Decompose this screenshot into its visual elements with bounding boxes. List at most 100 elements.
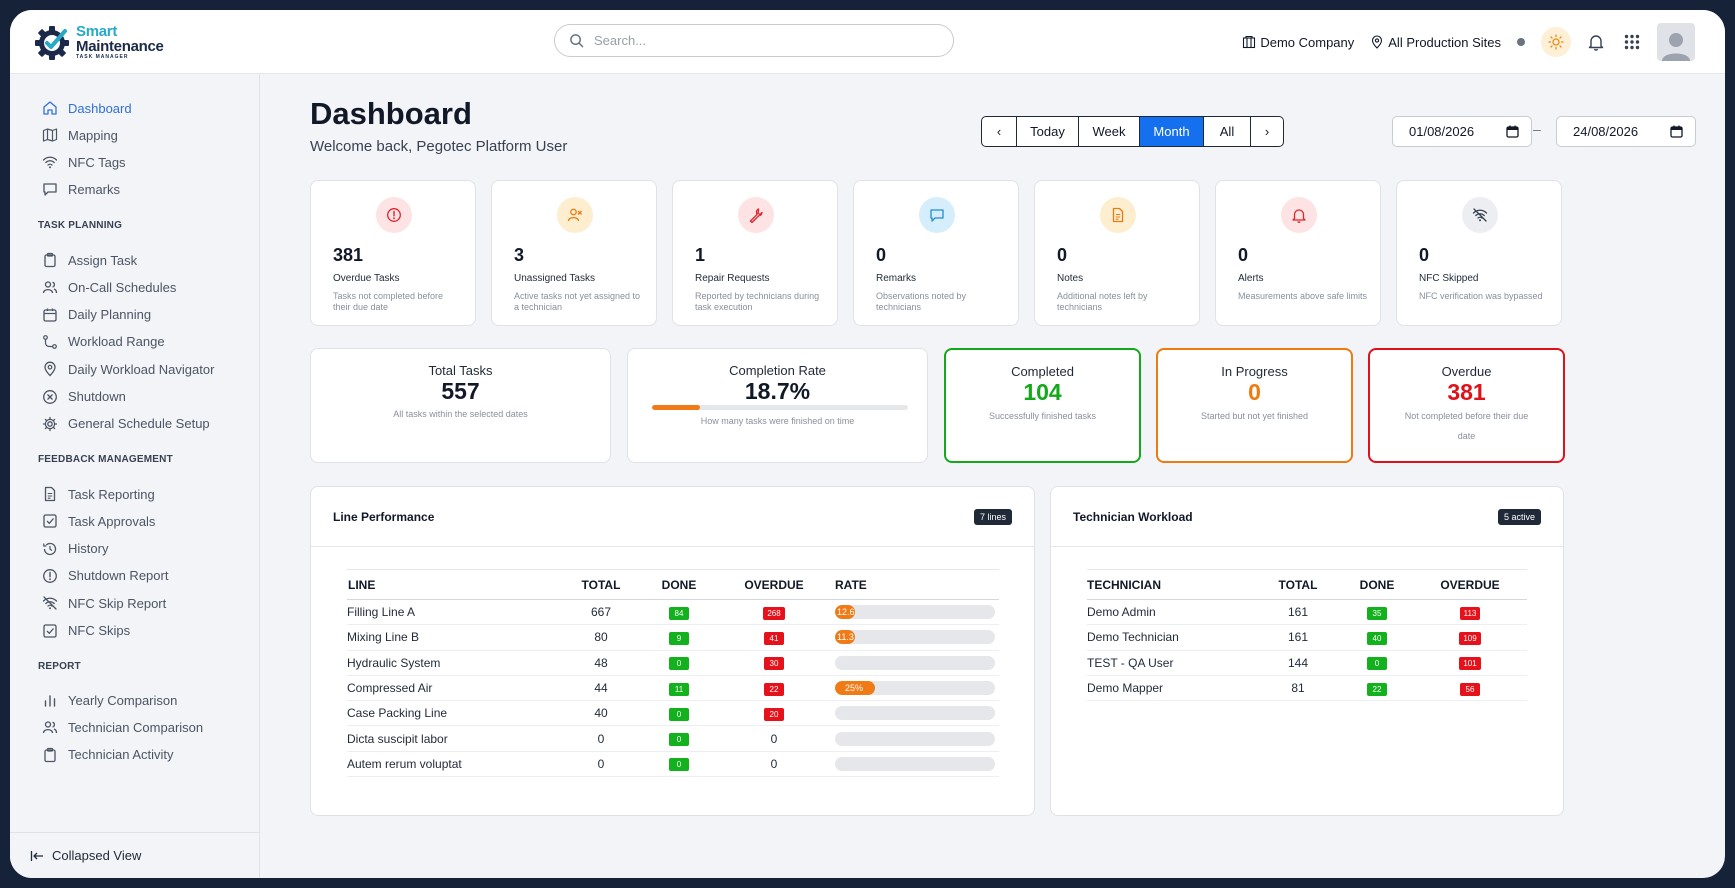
sidebar-item-nfc-skip-report[interactable]: NFC Skip Report [42, 591, 166, 615]
sidebar-item-mapping[interactable]: Mapping [42, 123, 118, 147]
sidebar-item-label: Shutdown Report [68, 568, 169, 584]
search-box[interactable] [554, 24, 954, 57]
sidebar-item-technician-comparison[interactable]: Technician Comparison [42, 715, 203, 739]
sidebar-item-nfc-tags[interactable]: NFC Tags [42, 150, 126, 174]
sidebar-item-technician-activity[interactable]: Technician Activity [42, 743, 174, 767]
rate-bar [835, 756, 995, 771]
stat-label: Notes [1057, 273, 1084, 284]
period-all-button[interactable]: All [1204, 117, 1251, 146]
overdue-count-badge: 56 [1460, 682, 1480, 696]
done-count-badge: 0 [669, 758, 689, 772]
map-icon [42, 128, 58, 142]
search-input[interactable] [594, 33, 914, 48]
app-window: Smart Maintenance TASK MANAGER Demo Comp… [10, 10, 1725, 878]
table-row[interactable]: Compressed Air 44 11 22 25% [347, 675, 999, 702]
table-row[interactable]: Mixing Line B 80 9 41 11.3 [347, 624, 999, 651]
clipboard-icon [44, 252, 56, 268]
table-row[interactable]: Demo Mapper 81 22 56 [1087, 675, 1527, 702]
sidebar-item-workload-range[interactable]: Workload Range [42, 330, 165, 354]
table-row[interactable]: Demo Technician 161 40 109 [1087, 624, 1527, 651]
stat-card-notes[interactable]: 0 Notes Additional notes left by technicia… [1034, 180, 1200, 326]
completion-progress-fill [652, 405, 700, 410]
sidebar-item-general-schedule-setup[interactable]: General Schedule Setup [42, 412, 210, 436]
line-name: Filling Line A [347, 599, 557, 626]
stat-description: Tasks not completed before their due dat… [333, 291, 444, 312]
rate-bar-fill: 25% [835, 681, 875, 696]
overdue-count-badge: 20 [764, 707, 784, 721]
logo[interactable]: Smart Maintenance TASK MANAGER [34, 22, 164, 62]
sidebar-item-yearly-comparison[interactable]: Yearly Comparison [42, 688, 177, 712]
table-row[interactable]: Hydraulic System 48 0 30 [347, 650, 999, 676]
check-square-icon [43, 514, 57, 528]
stat-label: Alerts [1238, 273, 1264, 284]
stat-card-repair-requests[interactable]: 1 Repair Requests Reported by technicians … [672, 180, 838, 326]
period-week-button[interactable]: Week [1079, 117, 1140, 146]
stat-card-nfc-skipped[interactable]: 0 NFC Skipped NFC verification was bypasse… [1396, 180, 1562, 326]
message-icon [930, 209, 944, 222]
completed-card: Completed 104 Successfully finished task… [944, 348, 1141, 463]
sidebar-item-daily-workload-navigator[interactable]: Daily Workload Navigator [42, 357, 214, 381]
line-count-badge: 7 lines [973, 508, 1012, 525]
table-row[interactable]: Case Packing Line 40 0 20 [347, 700, 999, 727]
table-row[interactable]: TEST - QA User 144 0 101 [1087, 650, 1527, 676]
sidebar-item-label: Shutdown [68, 389, 126, 404]
wrench-icon [749, 208, 763, 223]
theme-toggle[interactable] [1541, 27, 1571, 57]
in-progress-desc: Started but not yet finished [1200, 411, 1309, 421]
line-performance-panel: Line Performance 7 lines LINE TOTAL DONE… [310, 486, 1035, 816]
date-to-input[interactable]: 24/08/2026 [1556, 116, 1696, 147]
stat-value: 1 [695, 245, 706, 265]
period-month-button[interactable]: Month [1140, 117, 1204, 146]
prev-period-button[interactable]: ‹ [982, 117, 1017, 146]
sidebar-item-assign-task[interactable]: Assign Task [42, 248, 137, 272]
stat-card-overdue-tasks[interactable]: 381 Overdue Tasks Tasks not completed befo… [310, 180, 476, 326]
sidebar-item-shutdown[interactable]: Shutdown [42, 385, 126, 409]
sidebar: Dashboard Mapping NFC Tags Remarks TASK PLAN… [10, 74, 260, 878]
sidebar-item-daily-planning[interactable]: Daily Planning [42, 303, 151, 327]
stat-card-unassigned-tasks[interactable]: 3 Unassigned Tasks Active tasks not yet as… [491, 180, 657, 326]
next-period-button[interactable]: › [1264, 124, 1270, 139]
sidebar-item-task-approvals[interactable]: Task Approvals [42, 509, 155, 533]
stat-description: Observations noted by technicians [876, 291, 967, 312]
line-total: 48 [557, 650, 645, 676]
sidebar-item-history[interactable]: History [42, 537, 108, 561]
done-count-badge: 0 [669, 733, 689, 747]
bar-chart-icon [44, 695, 56, 707]
table-row[interactable]: Filling Line A 667 84 268 12.6 [347, 599, 999, 626]
sidebar-item-nfc-skips[interactable]: NFC Skips [42, 619, 130, 643]
overdue-card: Overdue 381 Not completed before their d… [1368, 348, 1565, 463]
sidebar-item-on-call-schedules[interactable]: On-Call Schedules [42, 275, 176, 299]
sidebar-item-dashboard[interactable]: Dashboard [42, 96, 132, 120]
sidebar-item-task-reporting[interactable]: Task Reporting [42, 482, 155, 506]
x-circle-icon [43, 389, 57, 404]
total-tasks-desc: All tasks within the selected dates [393, 409, 528, 419]
done-count-badge: 0 [669, 657, 689, 671]
date-from-input[interactable]: 01/08/2026 [1392, 116, 1532, 147]
apps-button[interactable] [1621, 31, 1643, 53]
company-selector[interactable]: Demo Company [1242, 35, 1354, 50]
logo-line3: TASK MANAGER [76, 54, 129, 60]
date-from-value: 01/08/2026 [1409, 124, 1475, 139]
collapse-view-label: Collapsed View [52, 848, 142, 863]
line-name: Dicta suscipit labor [347, 725, 557, 752]
avatar[interactable] [1657, 23, 1695, 61]
file-text-icon [44, 486, 56, 502]
table-row[interactable]: Autem rerum voluptat 0 0 0 [347, 751, 999, 778]
period-today-button[interactable]: Today [1017, 117, 1079, 146]
sidebar-item-label: Yearly Comparison [68, 692, 178, 708]
stat-card-alerts[interactable]: 0 Alerts Measurements above safe limits [1215, 180, 1381, 326]
notifications-button[interactable] [1585, 31, 1607, 53]
site-selector[interactable]: All Production Sites [1370, 35, 1501, 50]
stat-card-remarks[interactable]: 0 Remarks Observations noted by technician… [853, 180, 1019, 326]
sidebar-nav: Dashboard Mapping NFC Tags Remarks TASK PLAN… [10, 74, 259, 814]
table-row[interactable]: Dicta suscipit labor 0 0 0 [347, 725, 999, 752]
sidebar-item-remarks[interactable]: Remarks [42, 177, 120, 201]
technician-workload-table: TECHNICIAN TOTAL DONE OVERDUE Demo Admin… [1087, 569, 1527, 702]
line-total: 667 [557, 599, 645, 626]
table-row[interactable]: Demo Admin 161 35 113 [1087, 599, 1527, 626]
sidebar-item-shutdown-report[interactable]: Shutdown Report [42, 564, 168, 588]
main-content: Dashboard Welcome back, Pegotec Platform… [260, 74, 1725, 878]
sidebar-item-label: Workload Range [68, 334, 165, 350]
collapse-view-button[interactable]: Collapsed View [10, 832, 259, 878]
col-overdue: OVERDUE [713, 569, 835, 600]
